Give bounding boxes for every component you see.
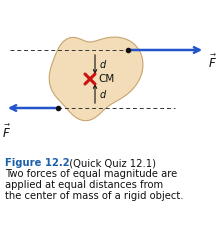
Text: $\vec{F}$: $\vec{F}$ — [208, 54, 217, 71]
Polygon shape — [49, 37, 143, 121]
Text: the center of mass of a rigid object.: the center of mass of a rigid object. — [5, 191, 184, 201]
Text: CM: CM — [98, 74, 114, 84]
Text: Two forces of equal magnitude are: Two forces of equal magnitude are — [5, 169, 177, 179]
Text: $d$: $d$ — [99, 58, 107, 70]
Text: $\vec{F}$: $\vec{F}$ — [2, 124, 11, 141]
Text: Figure 12.2: Figure 12.2 — [5, 158, 70, 168]
Text: (Quick Quiz 12.1): (Quick Quiz 12.1) — [63, 158, 156, 168]
Text: applied at equal distances from: applied at equal distances from — [5, 180, 163, 190]
Text: $d$: $d$ — [99, 88, 107, 99]
